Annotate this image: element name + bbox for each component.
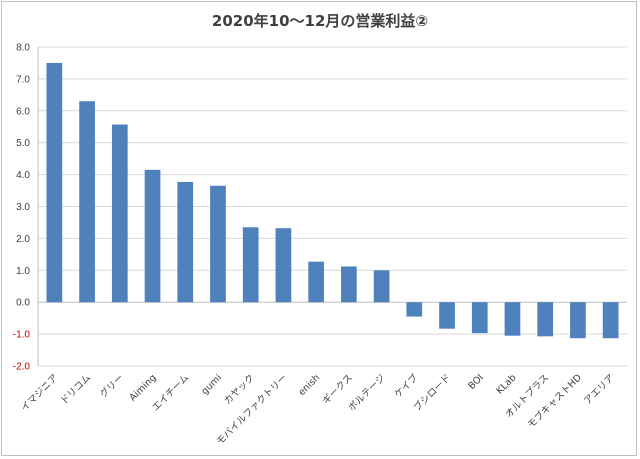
bar — [79, 101, 95, 303]
x-tick-label: enish — [296, 372, 322, 398]
bar — [210, 185, 226, 303]
x-tick-label: アエリア — [582, 372, 617, 407]
x-tick-label: イマジニア — [19, 372, 60, 413]
bar — [570, 302, 586, 339]
bar — [341, 266, 357, 303]
bar — [46, 62, 63, 303]
y-tick-label: 2.0 — [16, 234, 30, 245]
x-tick-label: KLab — [494, 372, 518, 396]
bar — [308, 261, 324, 303]
gridlines — [37, 46, 627, 367]
bar — [504, 302, 521, 336]
bar — [373, 270, 390, 303]
bar — [177, 181, 194, 303]
x-tick-label: BOI — [466, 372, 486, 392]
bar — [602, 302, 619, 339]
x-tick-label: gumi — [199, 372, 224, 397]
x-tick-label: Aiming — [127, 372, 158, 403]
y-axis: -2.0 -1.0 0.0 1.0 2.0 3.0 4.0 5.0 6.0 7.0 8.0 — [13, 43, 31, 373]
y-tick-label: 6.0 — [16, 106, 30, 117]
y-tick-label: 1.0 — [16, 266, 30, 277]
bar — [406, 302, 423, 317]
y-tick-label: 3.0 — [16, 202, 30, 213]
y-tick-label: 5.0 — [16, 138, 30, 149]
bar — [242, 227, 259, 303]
y-tick-label: 7.0 — [16, 74, 30, 85]
x-tick-label: ドリコム — [59, 372, 94, 407]
y-tick-label: -1.0 — [13, 330, 31, 341]
bar — [439, 302, 455, 329]
bar — [275, 228, 292, 303]
y-tick-label: 8.0 — [16, 43, 30, 54]
x-tick-label: モブキャストHD — [525, 372, 584, 431]
bar — [111, 124, 128, 303]
y-tick-label: 0.0 — [16, 298, 30, 309]
bar — [471, 302, 488, 334]
y-tick-label: 4.0 — [16, 170, 30, 181]
bars — [46, 62, 619, 339]
x-tick-label: ケイブ — [392, 371, 421, 400]
chart-title: 2020年10～12月の営業利益② — [212, 12, 428, 30]
x-tick-label: グリー — [97, 372, 126, 401]
bar — [144, 169, 161, 303]
bar — [537, 302, 554, 337]
y-tick-label: -2.0 — [13, 362, 31, 373]
